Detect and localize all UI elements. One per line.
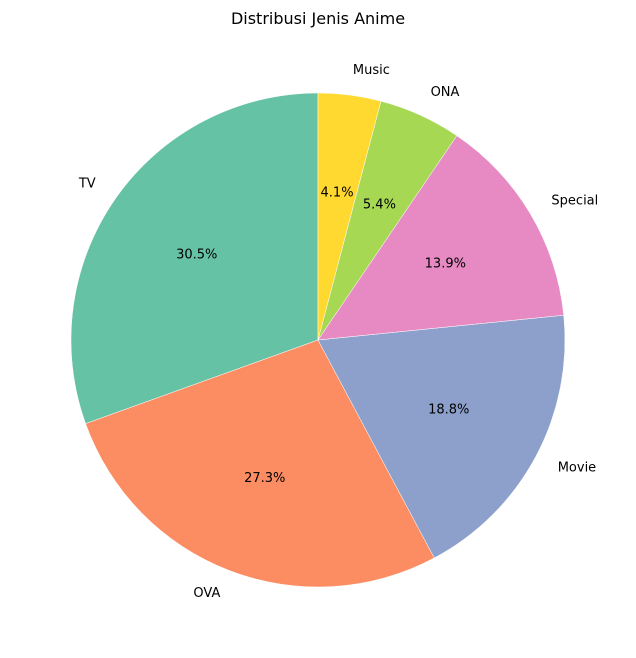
pie-labels: TV 30.5% OVA 27.3% Movie 18.8% Special 13.9% ONA… (78, 63, 598, 601)
slice-percent-ona: 5.4% (363, 198, 396, 213)
pie-slice-special (317, 135, 565, 341)
slice-label-tv: TV (78, 176, 96, 191)
pie-slice-music (317, 92, 382, 341)
pie-slices (70, 92, 566, 588)
slice-percent-music: 4.1% (321, 186, 354, 201)
slice-label-movie: Movie (558, 460, 596, 475)
slice-label-music: Music (353, 63, 390, 78)
pie-slice-movie (317, 314, 566, 559)
pie-slice-ova (85, 339, 435, 588)
slice-percent-movie: 18.8% (428, 402, 469, 417)
slice-label-special: Special (551, 193, 598, 208)
slice-percent-special: 13.9% (425, 257, 466, 272)
slice-label-ona: ONA (431, 85, 460, 100)
slice-percent-ova: 27.3% (244, 471, 285, 486)
slice-percent-tv: 30.5% (176, 247, 217, 262)
slice-label-ova: OVA (193, 586, 220, 601)
chart-title: Distribusi Jenis Anime (231, 9, 405, 28)
pie-slice-tv (70, 92, 319, 424)
